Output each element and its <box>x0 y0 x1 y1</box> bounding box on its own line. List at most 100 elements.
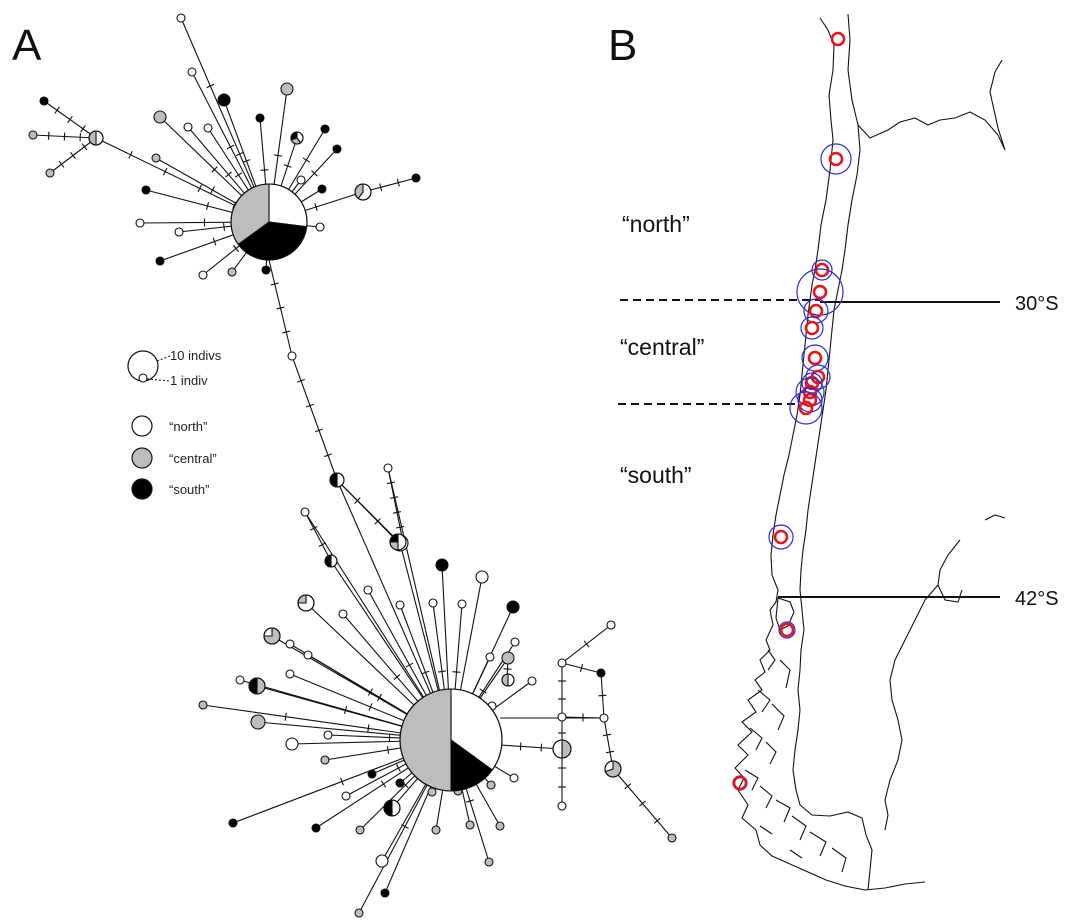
haplotype-node <box>395 778 405 788</box>
pie-outline <box>552 739 572 759</box>
panel-label-a: A <box>12 21 42 70</box>
mutation-tick <box>354 497 361 504</box>
haplotype-node <box>317 184 327 194</box>
coastline <box>734 17 926 891</box>
haplotype-node <box>509 773 519 783</box>
haplotype-node <box>187 67 197 77</box>
network-edge <box>603 717 614 770</box>
mutation-tick <box>306 403 314 408</box>
abundance-ring <box>789 391 823 425</box>
mutation-tick <box>81 143 88 151</box>
haplotype-node <box>45 168 55 178</box>
mutation-tick <box>226 144 235 150</box>
mutation-tick <box>479 688 487 694</box>
haplotype-node <box>355 825 365 835</box>
haplotype-pie <box>297 594 315 612</box>
sampling-sites <box>732 31 852 791</box>
sampling-site-marker <box>808 303 824 319</box>
mutation-tick <box>80 125 86 133</box>
mutation-tick <box>386 481 396 485</box>
mutation-tick <box>54 106 60 114</box>
haplotype-node <box>141 185 151 195</box>
mutation-tick <box>205 201 210 211</box>
haplotype-node <box>28 130 38 140</box>
haplotype-node <box>375 854 389 868</box>
haplotype-node <box>495 821 505 831</box>
mutation-tick <box>311 170 318 177</box>
haplotype-pie <box>383 799 401 817</box>
mutation-tick <box>297 378 305 383</box>
mutation-tick <box>393 673 401 681</box>
mutation-tick <box>315 428 323 433</box>
pie-outline <box>248 677 266 695</box>
legend-central-swatch <box>131 447 153 469</box>
pie-slice <box>501 673 509 687</box>
legend-north-swatch <box>131 415 153 437</box>
haplotype-node <box>176 13 186 23</box>
mutation-tick <box>223 222 225 232</box>
haplotype-pie <box>604 760 622 778</box>
haplotype-node <box>501 651 515 665</box>
mutation-tick <box>392 511 402 514</box>
network-edge <box>291 355 338 481</box>
mutation-tick <box>58 160 65 168</box>
haplotype-node <box>174 227 184 237</box>
haplotype-node <box>303 650 313 660</box>
haplotype-node <box>435 558 449 572</box>
haplotype-node <box>485 652 495 662</box>
mutation-tick <box>273 154 283 157</box>
pie-outline <box>604 760 622 778</box>
network-edges <box>32 17 673 914</box>
abundance-ring <box>820 143 852 175</box>
pie-slice <box>248 677 258 695</box>
legend-size-small-icon <box>138 373 148 383</box>
haplotype-node <box>198 700 208 710</box>
eastern-border <box>792 13 1006 891</box>
mutation-tick <box>367 688 374 696</box>
haplotype-node <box>332 144 342 154</box>
haplotype-pie <box>263 627 281 645</box>
haplotype-node <box>296 175 306 185</box>
haplotype-node <box>198 270 208 280</box>
haplotype-node <box>395 600 405 610</box>
haplotype-node <box>153 110 167 124</box>
haplotype-network <box>28 13 677 918</box>
region-label-south: “south” <box>620 462 692 488</box>
haplotype-node <box>380 888 390 898</box>
mutation-tick <box>340 777 344 786</box>
pie-slice <box>336 472 345 488</box>
haplotype-node <box>311 823 321 833</box>
mutation-tick <box>260 169 269 171</box>
haplotype-pie <box>354 183 372 201</box>
pie-slice <box>329 472 338 488</box>
mutation-tick <box>270 282 279 286</box>
mutation-tick <box>466 799 474 803</box>
mutation-tick <box>324 453 332 458</box>
haplotype-node <box>155 256 165 266</box>
haplotype-node <box>217 93 231 107</box>
mutation-tick <box>211 166 218 173</box>
haplotype-node <box>320 755 330 765</box>
haplotype-node <box>428 598 438 608</box>
sampling-site-marker <box>802 392 818 408</box>
network-edge <box>304 511 332 562</box>
haplotype-node <box>285 737 299 751</box>
sampling-site-marker <box>773 529 789 545</box>
legend: 10 indivs 1 indiv “north” “central” “sou… <box>127 348 222 500</box>
haplotype-node <box>315 222 325 232</box>
pie-outline <box>383 799 401 817</box>
mutation-tick <box>437 670 447 673</box>
haplotype-node <box>135 218 145 228</box>
haplotype-node <box>596 668 606 678</box>
haplotype-pie <box>230 183 308 261</box>
pie-slice <box>383 799 393 817</box>
mutation-tick <box>624 783 632 790</box>
mutation-tick <box>302 157 311 163</box>
mutation-tick <box>212 237 217 246</box>
haplotype-node <box>383 463 393 473</box>
mutation-tick <box>206 83 215 89</box>
haplotype-node <box>557 801 567 811</box>
mutation-tick <box>540 743 543 752</box>
mutation-tick <box>284 712 287 721</box>
legend-south-swatch <box>131 478 153 500</box>
